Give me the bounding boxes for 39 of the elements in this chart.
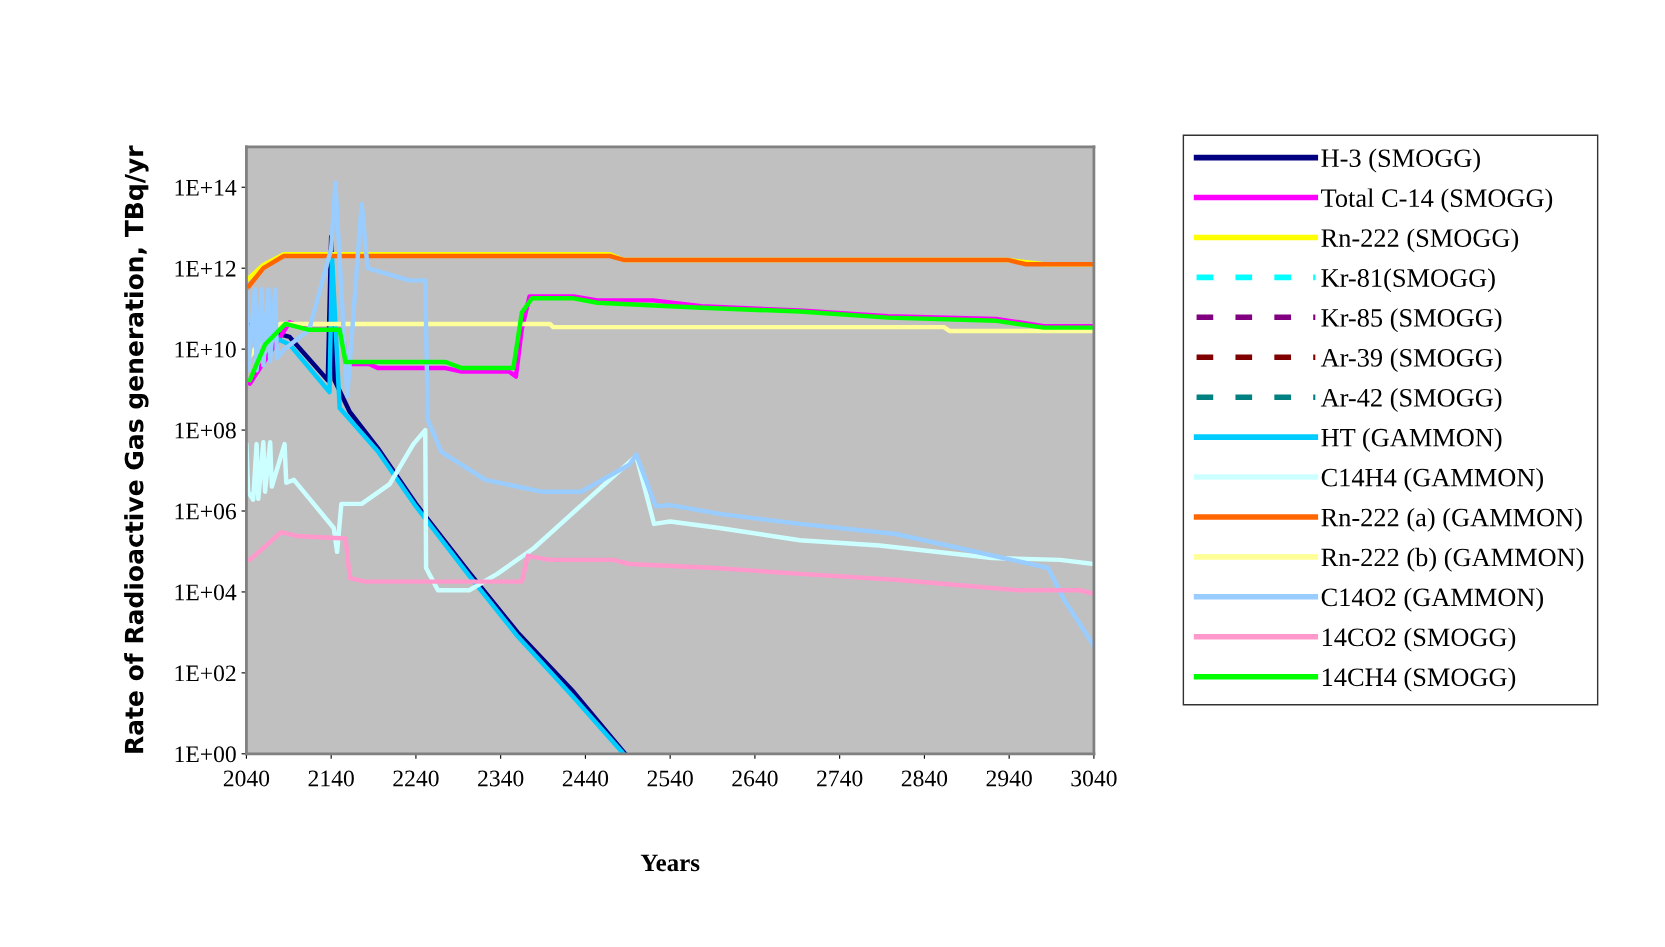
legend-label: HT (GAMMON) <box>1321 428 1502 452</box>
legend-label: Kr-81(SMOGG) <box>1321 268 1495 293</box>
legend-label: C14H4 (GAMMON) <box>1321 467 1544 492</box>
y-tick-label: 1E+06 <box>175 503 236 520</box>
x-tick-label: 2840 <box>901 770 948 787</box>
x-tick-label: 2940 <box>986 770 1032 787</box>
legend-label: H-3 (SMOGG) <box>1321 148 1480 173</box>
y-tick-label: 1E+14 <box>175 179 237 196</box>
x-tick-label: 2140 <box>308 770 354 787</box>
y-tick-label: 1E+02 <box>175 665 236 682</box>
x-axis-title: Years <box>640 854 700 872</box>
y-tick-label: 1E+12 <box>175 260 236 277</box>
line-series <box>246 180 1094 648</box>
legend-label: Ar-39 (SMOGG) <box>1320 348 1502 373</box>
line-series <box>247 529 1094 597</box>
x-tick-label: 2640 <box>732 770 778 787</box>
x-tick-label: 3040 <box>1071 770 1117 787</box>
legend-label: Kr-85 (SMOGG) <box>1321 308 1502 333</box>
x-tick-label: 2540 <box>647 770 693 787</box>
line-series <box>246 253 1094 292</box>
legend-label: C14O2 (GAMMON) <box>1321 587 1544 612</box>
x-tick-label: 2440 <box>562 770 609 787</box>
x-tick-label: 2240 <box>393 770 439 787</box>
x-tick-label: 2740 <box>817 770 863 787</box>
x-tick-label: 2040 <box>223 770 270 787</box>
y-tick-label: 1E+04 <box>175 584 237 601</box>
legend-label: Rn-222 (SMOGG) <box>1321 228 1519 253</box>
y-tick-label: 1E+00 <box>175 746 236 763</box>
line-series <box>246 427 1094 593</box>
legend-label: 14CO2 (SMOGG) <box>1322 627 1516 652</box>
legend-label: 14CH4 (SMOGG) <box>1322 667 1516 692</box>
legend-label: Rn-222 (a) (GAMMON) <box>1321 507 1582 532</box>
y-tick-label: 1E+08 <box>175 422 236 439</box>
legend-label: Rn-222 (b) (GAMMON) <box>1321 547 1584 572</box>
x-tick-label: 2340 <box>478 770 524 787</box>
legend-label: Total C-14 (SMOGG) <box>1321 188 1553 213</box>
legend-label: Ar-42 (SMOGG) <box>1320 388 1502 413</box>
y-tick-label: 1E+10 <box>175 341 236 358</box>
y-axis-title: Rate of Radioactive Gas generation, TBq/yr <box>124 145 149 753</box>
